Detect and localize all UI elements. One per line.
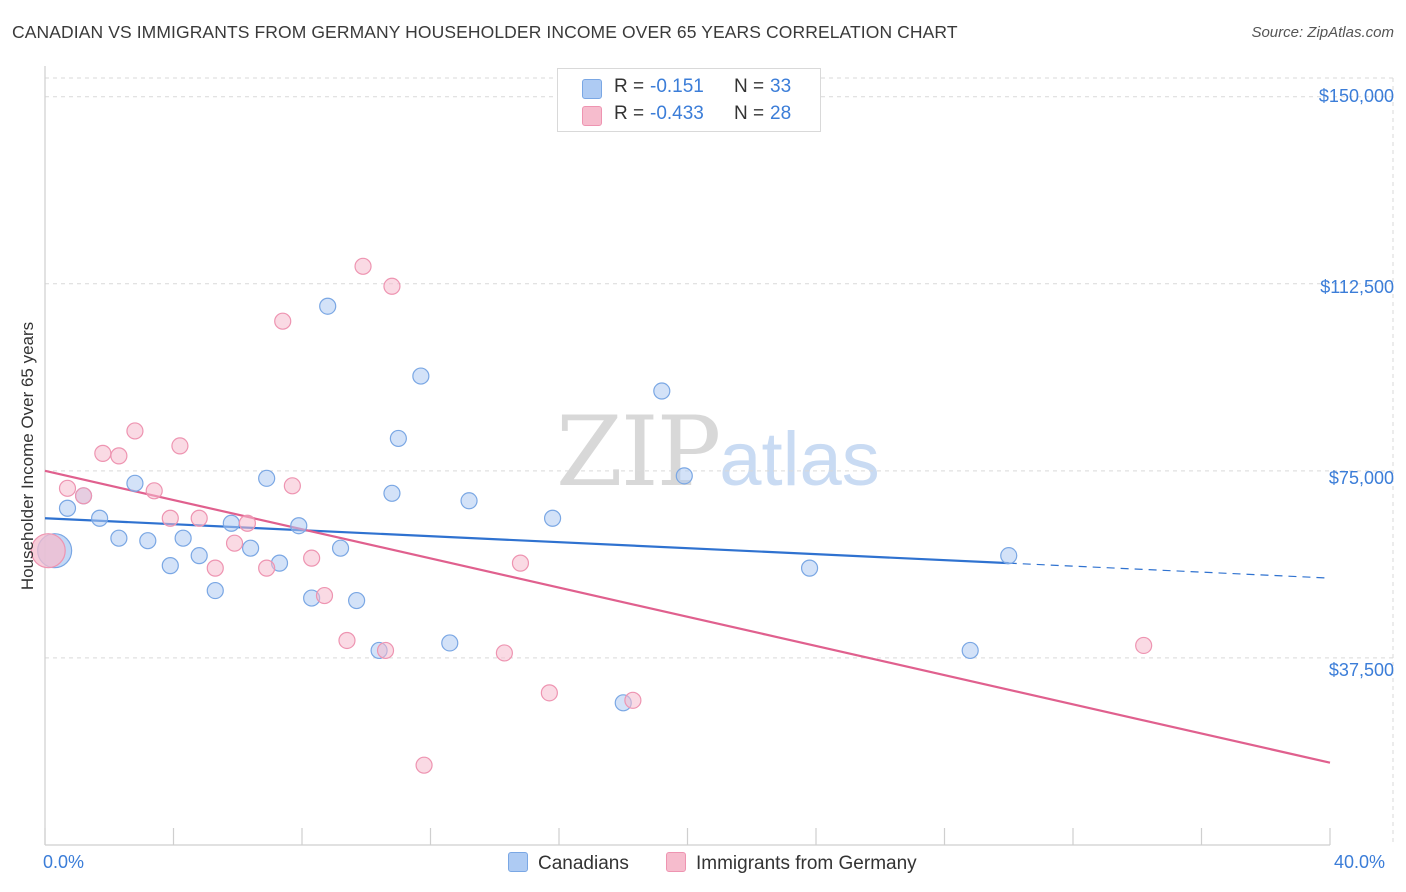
bottom-legend-canadians: Canadians: [508, 852, 629, 875]
canadians-point: [58, 499, 77, 517]
germany-point: [495, 644, 513, 662]
canadians-point: [139, 532, 157, 550]
germany-point: [338, 631, 356, 650]
germany-point: [283, 477, 301, 495]
legend-n-label: N =: [734, 103, 765, 124]
canadians-point: [460, 492, 478, 510]
legend-r-value: -0.151: [650, 76, 704, 97]
canadians-point: [290, 517, 308, 535]
watermark: ZIPatlas: [556, 396, 880, 508]
legend-r-label: R =: [614, 103, 645, 124]
germany-point: [354, 257, 372, 275]
chart-title: CANADIAN VS IMMIGRANTS FROM GERMANY HOUS…: [12, 22, 958, 42]
germany-point: [274, 312, 292, 330]
germany-point: [94, 444, 112, 462]
y-tick-label: $37,500: [1328, 660, 1394, 680]
germany-point: [1135, 636, 1153, 655]
canadians-point: [331, 539, 350, 557]
watermark-zip: ZIP: [556, 396, 721, 508]
canadians-point: [961, 641, 979, 660]
x-tick-label-min: 0.0%: [43, 852, 85, 872]
correlation-legend: R = -0.151 N = 33 R = -0.433 N = 28: [557, 68, 821, 132]
trend-lines: [44, 469, 1331, 764]
canadians-point: [389, 429, 407, 448]
y-tick-label: $75,000: [1328, 468, 1394, 488]
canadians-point: [190, 547, 208, 565]
canadians-point: [91, 509, 109, 527]
germany-point: [206, 559, 224, 577]
canadians-point: [675, 467, 693, 485]
germany-point: [315, 586, 334, 605]
germany-point: [58, 479, 77, 497]
canadians-point: [543, 509, 562, 527]
axes: [44, 66, 1331, 846]
germany-point: [161, 509, 179, 527]
germany-point: [30, 533, 66, 569]
canadians-point: [348, 591, 366, 610]
canadians-point: [441, 634, 459, 652]
canadians-point: [161, 557, 179, 575]
canadians-point: [258, 469, 276, 487]
germany-point: [511, 554, 530, 572]
canadians-point: [383, 484, 401, 502]
canadians-point: [412, 367, 430, 385]
canadians-trend-extension: [1008, 562, 1331, 579]
germany-point: [225, 534, 244, 552]
legend-n-value: 28: [770, 103, 792, 124]
canadians-trend-line: [44, 517, 1009, 565]
canadians-point: [1000, 547, 1018, 565]
watermark-atlas: atlas: [719, 417, 880, 502]
bottom-legend-swatch-blue: [508, 852, 528, 872]
germany-point: [238, 514, 256, 532]
canadians-point: [800, 559, 819, 577]
germany-point: [171, 437, 189, 455]
y-tick-label: $112,500: [1320, 277, 1394, 297]
x-tick-label-max: 40.0%: [1334, 852, 1386, 872]
legend-r-label: R =: [614, 76, 645, 97]
germany-point: [110, 447, 128, 465]
legend-swatch-blue: [582, 79, 602, 99]
bottom-legend-label: Canadians: [538, 853, 629, 874]
y-axis-label: Householder Income Over 65 years: [18, 321, 37, 591]
germany-point: [145, 482, 163, 500]
germany-point: [126, 422, 144, 440]
source-label: Source: ZipAtlas.com: [1251, 24, 1394, 41]
legend-n-label: N =: [734, 76, 765, 97]
germany-point: [376, 641, 395, 660]
germany-point: [415, 756, 433, 774]
germany-point: [258, 559, 276, 577]
y-tick-label: $150,000: [1318, 86, 1394, 106]
canadians-point: [319, 297, 337, 315]
germany-trend-line: [44, 469, 1331, 764]
canadians-point: [110, 529, 128, 547]
germany-point: [383, 277, 401, 295]
canadians-point: [222, 514, 240, 532]
legend-n-value: 33: [770, 76, 792, 97]
canadians-point: [206, 581, 224, 600]
germany-point: [74, 487, 93, 505]
bottom-legend-label: Immigrants from Germany: [696, 853, 917, 874]
data-points: [30, 257, 1153, 774]
germany-point: [190, 509, 208, 527]
canadians-point: [653, 382, 671, 400]
bottom-legend-swatch-pink: [666, 852, 686, 872]
germany-point: [624, 691, 642, 709]
legend-r-value: -0.433: [650, 103, 704, 124]
germany-point: [540, 684, 558, 702]
bottom-legend-germany: Immigrants from Germany: [666, 852, 917, 875]
legend-swatch-pink: [582, 106, 602, 126]
canadians-point: [126, 474, 144, 492]
canadians-point: [174, 529, 192, 547]
germany-point: [303, 549, 321, 567]
canadians-point: [242, 539, 260, 557]
